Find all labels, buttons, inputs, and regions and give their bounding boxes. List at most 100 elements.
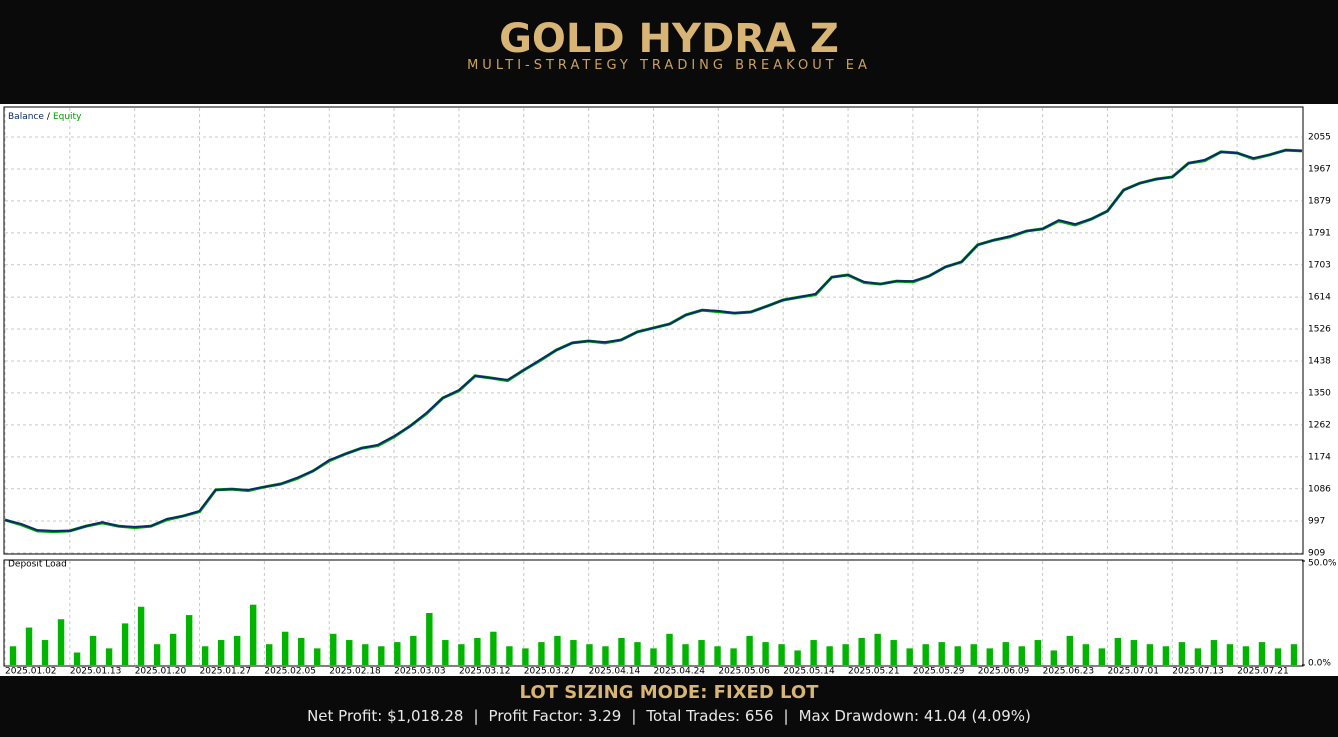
bar	[346, 640, 353, 665]
bar	[1130, 640, 1138, 665]
bar	[25, 627, 33, 665]
bar	[266, 644, 273, 665]
bar	[1034, 640, 1041, 665]
bar	[458, 644, 465, 665]
bar	[698, 640, 705, 665]
bar	[1258, 642, 1266, 665]
bar	[105, 648, 113, 665]
lot-mode: LOT SIZING MODE: FIXED LOT	[519, 682, 819, 703]
y-tick-label: 1526	[1308, 325, 1331, 335]
subtitle: MULTI-STRATEGY TRADING BREAKOUT EA	[467, 58, 871, 73]
bar	[73, 652, 81, 665]
bar	[746, 635, 753, 665]
bar	[121, 623, 129, 665]
legend: Balance / Equity	[8, 112, 82, 122]
bar	[570, 640, 577, 665]
bar	[137, 606, 145, 665]
separator: |	[473, 707, 479, 725]
bar	[842, 644, 849, 665]
x-tick-label: 2025.06.09	[978, 667, 1030, 677]
stat: Profit Factor: 3.29	[488, 707, 622, 725]
x-tick-label: 2025.07.13	[1172, 667, 1224, 677]
bar	[1194, 648, 1202, 665]
y-tick-label: 997	[1308, 517, 1325, 527]
bar	[249, 604, 257, 665]
bar	[378, 646, 385, 665]
bar	[890, 640, 897, 665]
bar	[153, 644, 161, 665]
x-tick-label: 2025.02.05	[264, 667, 316, 677]
x-tick-label: 2025.03.12	[459, 667, 511, 677]
bar	[778, 644, 785, 665]
bar	[282, 631, 289, 665]
bar	[554, 635, 561, 665]
header: GOLD HYDRA Z MULTI-STRATEGY TRADING BREA…	[0, 0, 1338, 104]
bar	[714, 646, 721, 665]
bar	[506, 646, 513, 665]
bar	[217, 640, 225, 665]
bar	[1226, 644, 1234, 665]
bar	[618, 637, 625, 665]
x-tick-label: 2025.04.24	[654, 667, 706, 677]
y-tick-label: 1879	[1308, 196, 1331, 206]
bar	[1210, 640, 1218, 665]
x-tick-label: 2025.07.01	[1107, 667, 1159, 677]
title: GOLD HYDRA Z	[499, 16, 839, 62]
legend-separator: /	[47, 112, 51, 122]
bar	[762, 642, 769, 665]
bar	[41, 640, 49, 665]
bar	[426, 613, 433, 665]
x-tick-label: 2025.01.13	[70, 667, 122, 677]
bar	[954, 646, 961, 665]
bar	[986, 648, 993, 665]
bar	[1242, 646, 1250, 665]
y-tick-label: 2055	[1308, 133, 1331, 143]
chart-background	[0, 104, 1338, 676]
bar	[794, 650, 801, 665]
bar	[362, 644, 369, 665]
bar	[1002, 642, 1009, 665]
y-tick-label: 1438	[1308, 356, 1331, 366]
bar	[9, 646, 17, 665]
bar	[538, 642, 545, 665]
y-tick-label: 1703	[1308, 260, 1331, 270]
bar	[1274, 648, 1282, 665]
bar	[906, 648, 913, 665]
bar	[394, 642, 401, 665]
bar	[1162, 646, 1170, 665]
y-tick-label: 50.0%	[1308, 559, 1337, 569]
bar	[634, 642, 641, 665]
stats: Net Profit: $1,018.28 | Profit Factor: 3.2…	[0, 707, 1338, 725]
bar	[650, 648, 657, 665]
x-tick-label: 2025.01.27	[200, 667, 252, 677]
bar	[330, 633, 337, 665]
bar	[169, 633, 177, 665]
bar	[1098, 648, 1106, 665]
bar	[1114, 637, 1122, 665]
bar	[442, 640, 449, 665]
bar	[89, 635, 97, 665]
footer: LOT SIZING MODE: FIXED LOT Net Profit: $…	[0, 676, 1338, 737]
bar	[522, 648, 529, 665]
bar	[1066, 635, 1074, 665]
stat: Net Profit: $1,018.28	[307, 707, 464, 725]
bar	[185, 615, 193, 665]
x-tick-label: 2025.03.03	[394, 667, 446, 677]
stat: Max Drawdown: 41.04 (4.09%)	[798, 707, 1031, 725]
y-tick-label: 1791	[1308, 228, 1331, 238]
legend-entry: Equity	[53, 112, 82, 122]
bar	[201, 646, 209, 665]
y-tick-label: 1086	[1308, 484, 1331, 494]
x-tick-label: 2025.03.27	[524, 667, 576, 677]
separator: |	[783, 707, 789, 725]
y-tick-label: 1262	[1308, 420, 1331, 430]
x-tick-label: 2025.02.18	[329, 667, 381, 677]
x-tick-label: 2025.07.21	[1237, 667, 1289, 677]
chart: 909 997 1086 1174 1262 1350 1438 1526 1614 1703 17…	[0, 104, 1338, 676]
line-series	[4, 149, 1303, 532]
y-tick-label: 1174	[1308, 452, 1331, 462]
bar	[810, 640, 817, 665]
legend-entry: Balance	[8, 112, 44, 122]
bar	[1178, 642, 1186, 665]
x-tick-label: 2025.05.14	[783, 667, 835, 677]
